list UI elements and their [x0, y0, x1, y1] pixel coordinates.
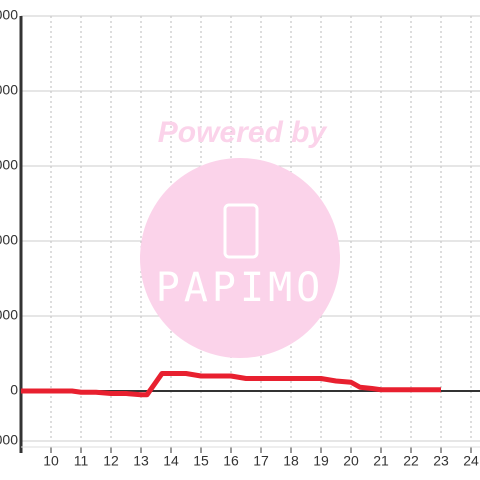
- y-tick-label: 0: [10, 382, 18, 398]
- x-tick-label: 21: [373, 453, 389, 469]
- y-tick-label: 30,000: [0, 307, 18, 323]
- y-tick-label: 60,000: [0, 232, 18, 248]
- y-tick-label: 150,000: [0, 7, 18, 23]
- watermark-logo: PAPIMO: [156, 265, 325, 311]
- x-tick-label: 22: [403, 453, 419, 469]
- watermark-text: Powered by: [158, 116, 328, 149]
- y-tick-label: 90,000: [0, 157, 18, 173]
- x-tick-label: 11: [74, 453, 89, 469]
- y-tick-label: 120,000: [0, 82, 18, 98]
- x-tick-label: 23: [433, 453, 449, 469]
- line: [21, 371, 441, 398]
- x-tick-label: 10: [43, 453, 59, 469]
- x-tick-label: 13: [133, 453, 149, 469]
- x-tick-label: 24: [463, 453, 479, 469]
- x-tick-label: 15: [193, 453, 209, 469]
- x-tick-label: 14: [163, 453, 179, 469]
- x-tick-label: 19: [313, 453, 329, 469]
- x-tick-label: 16: [223, 453, 239, 469]
- y-tick-label: -20,000: [0, 432, 18, 448]
- x-tick-label: 12: [103, 453, 119, 469]
- x-tick-label: 17: [253, 453, 269, 469]
- watermark-icon: [223, 203, 259, 259]
- x-tick-label: 20: [343, 453, 359, 469]
- x-tick-label: 18: [283, 453, 299, 469]
- watermark: Powered by PAPIMO: [140, 116, 340, 358]
